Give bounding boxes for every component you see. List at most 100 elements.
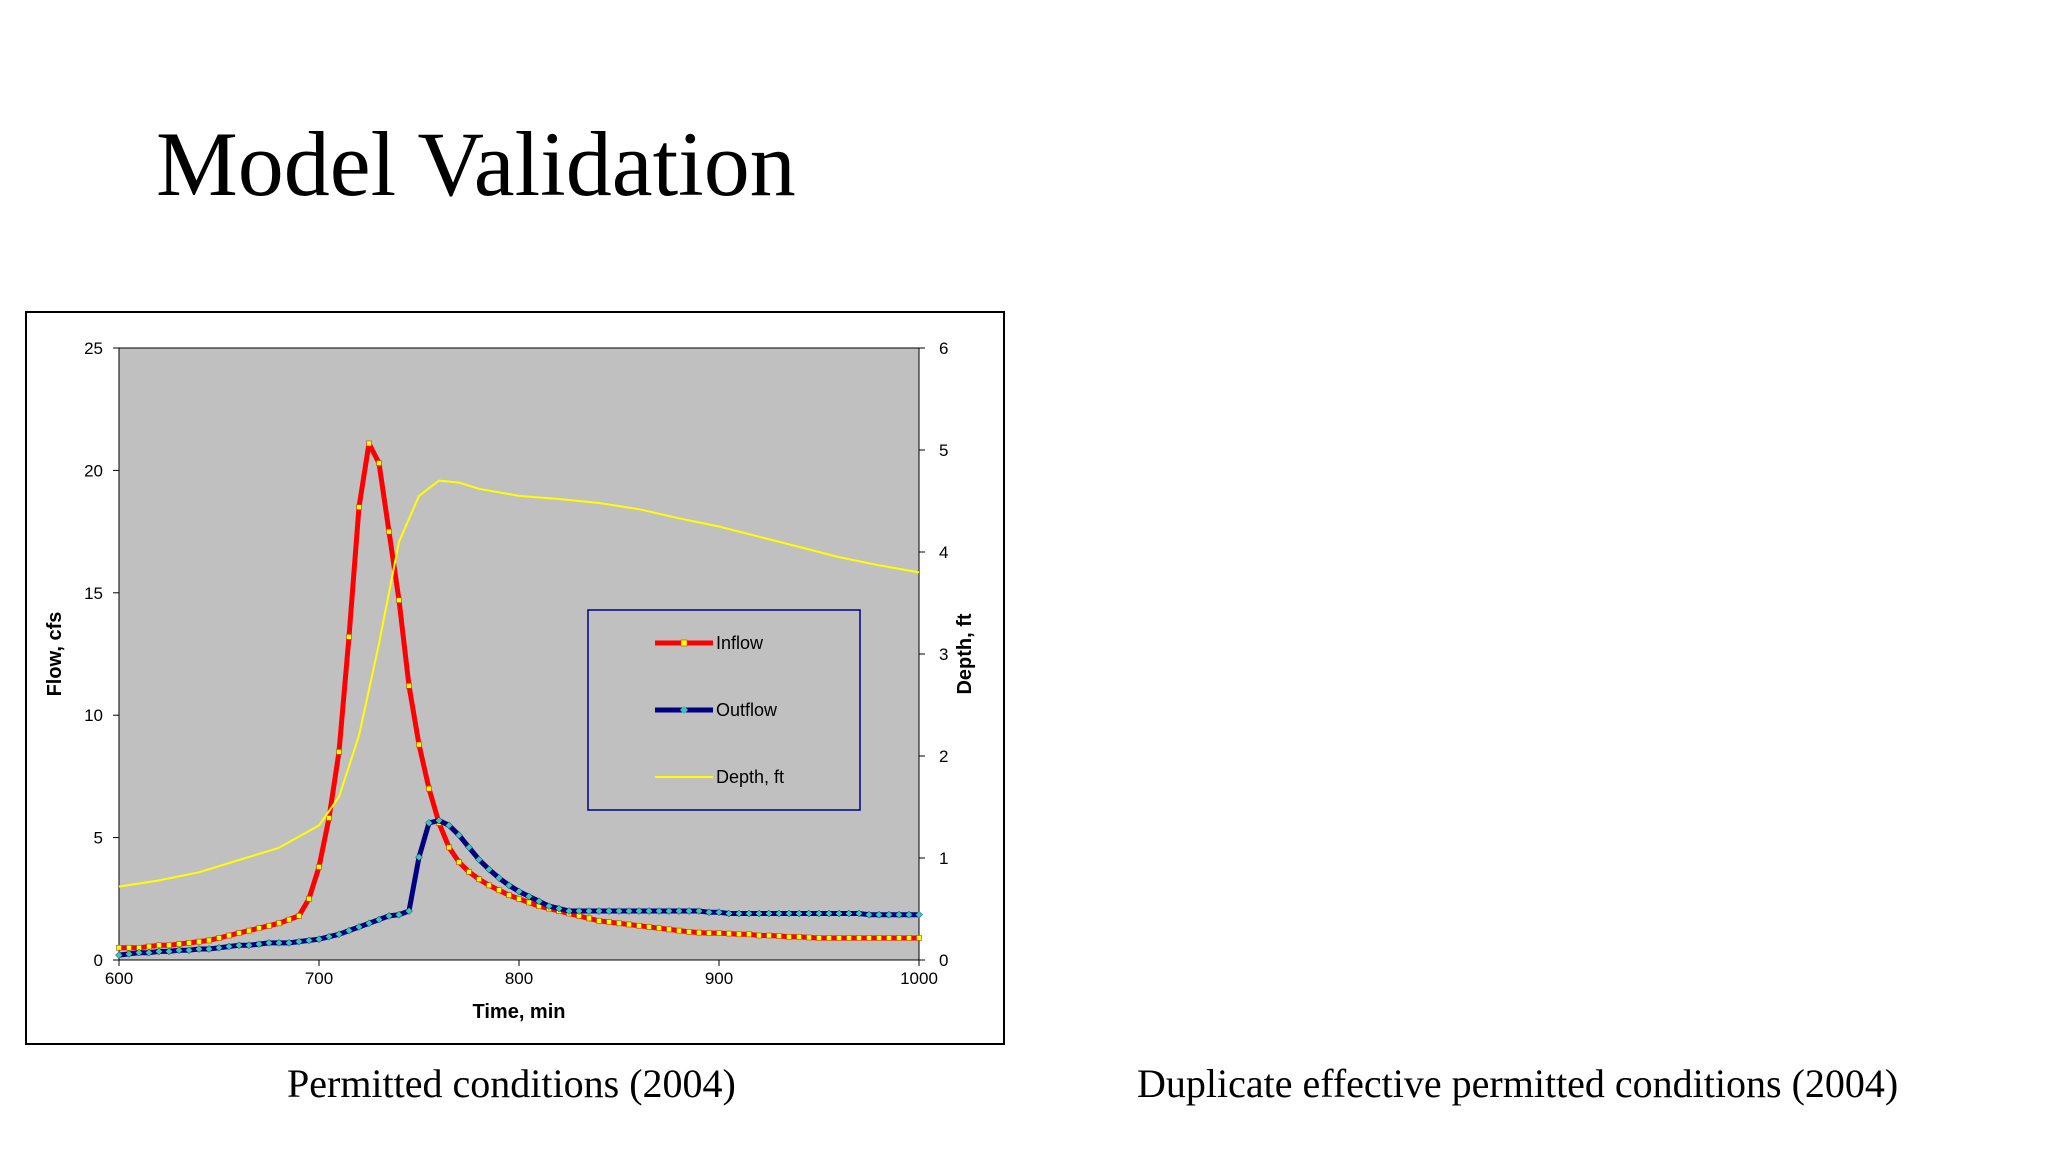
data-point <box>366 440 372 447</box>
data-point <box>226 932 232 939</box>
data-point <box>285 939 293 947</box>
data-point <box>876 935 882 941</box>
data-point <box>206 937 212 944</box>
data-point <box>395 910 403 919</box>
data-point <box>266 922 272 929</box>
y2-tick-label: 3 <box>939 645 948 664</box>
data-point <box>485 865 493 874</box>
data-point <box>425 819 433 827</box>
data-point <box>635 907 643 915</box>
data-point <box>655 907 663 915</box>
data-point <box>495 874 503 882</box>
data-point <box>826 935 832 941</box>
data-point <box>645 907 653 915</box>
data-point <box>476 876 482 883</box>
data-point <box>596 918 602 924</box>
y-axis-label: Flow, cfs <box>44 612 66 697</box>
data-point <box>446 844 452 851</box>
data-point <box>846 935 852 941</box>
data-point <box>286 916 292 923</box>
data-point <box>385 912 393 920</box>
y2-axis-label: Depth, ft <box>954 613 976 694</box>
data-point <box>686 929 692 935</box>
legend-label: Inflow <box>716 633 764 653</box>
data-point <box>866 935 872 941</box>
series-depth-ft <box>118 479 920 888</box>
data-point <box>595 907 603 915</box>
data-point <box>396 597 402 603</box>
data-point <box>336 749 342 755</box>
data-point <box>905 910 913 919</box>
data-point <box>306 895 312 902</box>
data-point <box>675 907 683 915</box>
legend-marker <box>680 706 688 714</box>
y-tick-label: 20 <box>84 461 103 480</box>
data-point <box>516 895 522 902</box>
data-point <box>165 947 173 956</box>
data-point <box>886 935 892 941</box>
data-point <box>355 923 363 931</box>
data-point <box>155 947 163 956</box>
data-point <box>806 934 812 941</box>
data-point <box>746 931 752 938</box>
data-point <box>236 930 242 936</box>
data-point <box>685 907 693 915</box>
data-point <box>526 899 532 906</box>
data-point <box>785 909 793 918</box>
x-tick-label: 600 <box>105 969 133 988</box>
data-point <box>506 892 512 898</box>
data-point <box>856 935 862 941</box>
data-point <box>175 946 183 955</box>
data-point <box>265 939 273 947</box>
data-point <box>186 940 192 946</box>
y2-tick-label: 5 <box>939 441 948 460</box>
data-point <box>245 941 253 950</box>
data-point <box>535 897 543 906</box>
data-point <box>466 869 472 875</box>
data-point <box>295 937 303 946</box>
legend-label: Outflow <box>716 700 778 720</box>
y2-tick-label: 4 <box>939 543 948 562</box>
caption-right: Duplicate effective permitted conditions… <box>1137 1061 1899 1106</box>
data-point <box>636 922 642 929</box>
data-point <box>475 855 483 864</box>
data-point <box>795 909 803 918</box>
data-point <box>166 942 172 949</box>
data-point <box>656 925 662 931</box>
data-point <box>835 909 843 918</box>
x-tick-label: 1000 <box>900 969 938 988</box>
data-point <box>276 920 282 927</box>
data-point <box>825 909 833 918</box>
legend-marker <box>680 639 688 647</box>
data-point <box>515 887 523 896</box>
data-point <box>486 882 492 889</box>
data-point <box>376 460 382 466</box>
data-point <box>145 948 153 957</box>
y-tick-label: 5 <box>94 829 103 848</box>
data-point <box>765 909 773 918</box>
y-tick-label: 25 <box>84 339 103 358</box>
data-point <box>125 950 133 958</box>
data-point <box>915 910 923 919</box>
data-point <box>666 926 672 933</box>
data-point <box>146 943 152 950</box>
legend-label: Depth, ft <box>716 767 784 787</box>
data-point <box>665 907 673 915</box>
data-point <box>745 909 753 918</box>
data-point <box>775 909 783 918</box>
data-point <box>246 927 252 934</box>
data-point <box>456 859 462 865</box>
data-point <box>706 930 712 936</box>
data-point <box>896 935 902 941</box>
data-point <box>465 843 473 852</box>
data-point <box>716 930 722 936</box>
legend: Inflow Outflow Depth, ft <box>587 609 861 811</box>
data-point <box>736 931 742 938</box>
data-point <box>565 907 573 915</box>
data-point <box>715 908 723 917</box>
data-point <box>676 927 682 934</box>
data-point <box>205 945 213 953</box>
data-point <box>405 907 413 915</box>
y2-tick-label: 1 <box>939 849 948 868</box>
